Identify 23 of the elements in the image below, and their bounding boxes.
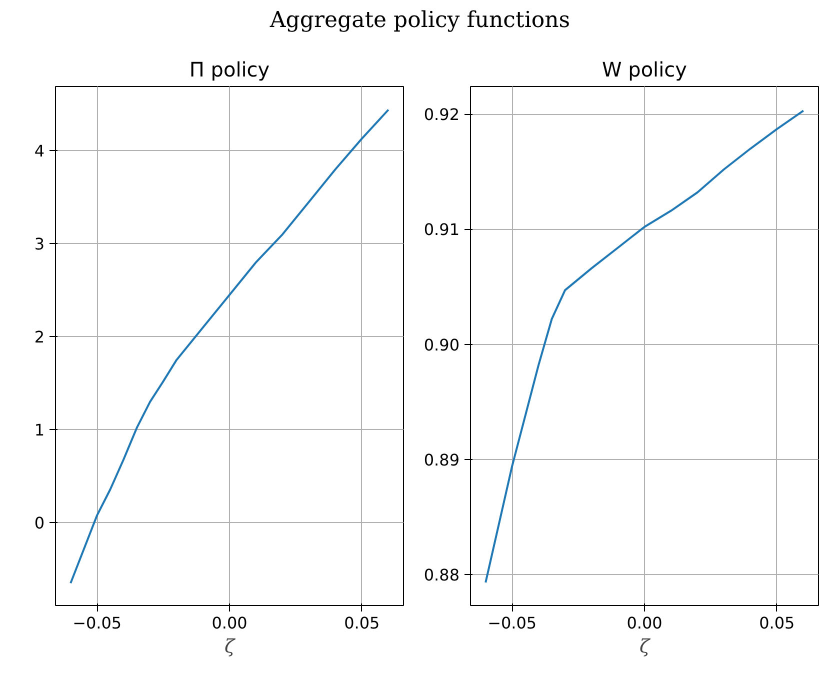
x-axis-title: ζ [224,636,236,658]
y-tick-label: 0.88 [424,565,460,584]
y-tick-label: 0.92 [424,105,460,124]
x-tick-label: 0.00 [626,614,662,632]
x-tick-label: 0.05 [344,614,380,632]
x-tick-label: 0.05 [759,614,795,632]
text: Aggregate policy functions [270,7,570,35]
x-tick-label: −0.05 [488,614,537,632]
y-tick-label: 4 [34,142,45,161]
line-series [484,110,804,584]
y-tick-label: 3 [34,234,45,254]
chart-title: Π policy [189,58,270,82]
x-tick-label: −0.05 [72,614,122,632]
y-tick-label: 0.90 [424,335,460,354]
y-tick-label: 0.91 [424,220,460,240]
x-tick-label: 0.00 [212,614,248,632]
chart-title: W policy [602,58,688,82]
y-tick-label: 2 [34,328,45,347]
x-axis-title: ζ [639,636,652,658]
y-tick-label: 0 [34,514,45,533]
y-tick-label: 1 [34,420,45,440]
line-series [70,108,390,584]
y-tick-label: 0.89 [424,450,460,470]
